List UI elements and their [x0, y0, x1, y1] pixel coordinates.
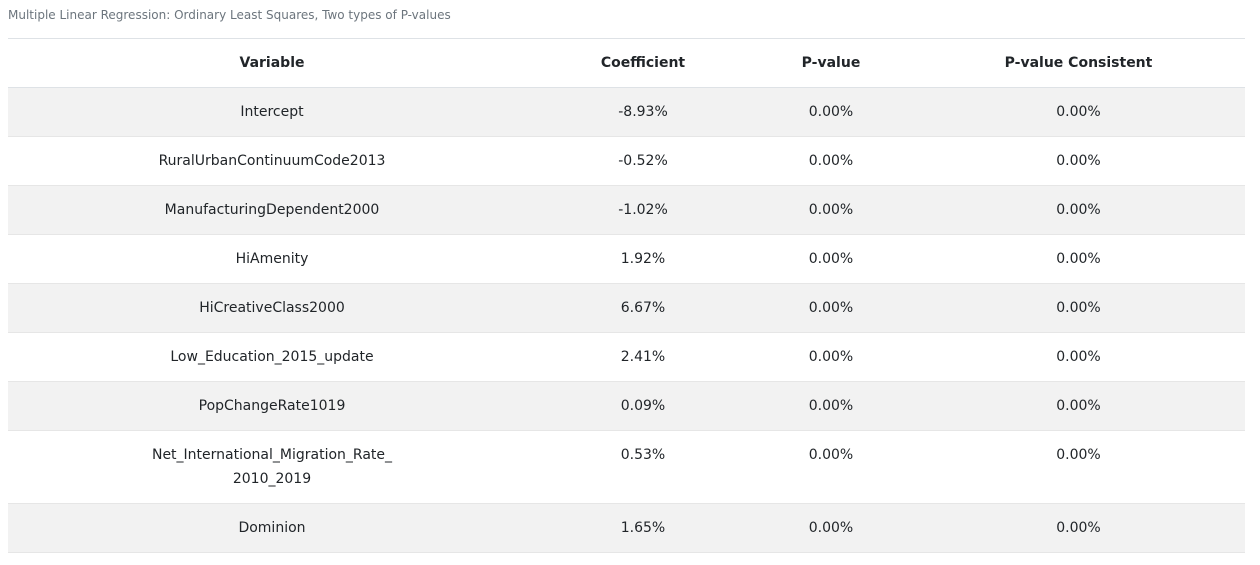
cell-text: 0.00%	[1056, 447, 1101, 463]
value-cell: 0.53%	[536, 430, 750, 504]
variable-cell: RuralUrbanContinuumCode2013	[8, 136, 536, 186]
value-cell: 0.00%	[750, 503, 912, 553]
cell-text: 0.00%	[808, 104, 854, 120]
value-cell: 0.09%	[536, 381, 750, 431]
cell-text: 0.09%	[620, 398, 666, 414]
cell-text: -8.93%	[618, 104, 668, 120]
table-row: RuralUrbanContinuumCode2013 -0.52% 0.00% 0.…	[8, 136, 1245, 186]
value-cell: 0.00%	[912, 136, 1245, 186]
cell-text: -0.52%	[618, 153, 668, 169]
cell-text: 0.00%	[1056, 104, 1101, 120]
cell-text: 1.92%	[620, 251, 666, 267]
table-row: Low_Education_2015_update 2.41% 0.00% 0.00%	[8, 332, 1245, 382]
value-cell: 0.00%	[750, 136, 912, 186]
cell-text: 0.00%	[1056, 251, 1101, 267]
value-cell: 0.00%	[912, 332, 1245, 382]
value-cell: 2.41%	[536, 332, 750, 382]
regression-table: Variable Coefficient P-value P-value Consis…	[8, 38, 1245, 553]
cell-text: 0.00%	[808, 153, 854, 169]
variable-cell: Net_International_Migration_Rate_2010_20…	[8, 430, 536, 504]
cell-text: 0.00%	[808, 202, 854, 218]
value-cell: 0.00%	[912, 503, 1245, 553]
value-cell: 6.67%	[536, 283, 750, 333]
cell-text: HiAmenity	[235, 251, 309, 267]
value-cell: 0.00%	[750, 332, 912, 382]
cell-text: 0.00%	[808, 251, 854, 267]
cell-text: 0.53%	[620, 447, 666, 463]
variable-cell: ManufacturingDependent2000	[8, 185, 536, 235]
table-body: Intercept -8.93% 0.00% 0.00% RuralUrbanConti…	[8, 87, 1245, 553]
cell-text: 0.00%	[808, 398, 854, 414]
cell-text: ManufacturingDependent2000	[164, 202, 380, 218]
cell-text: 0.00%	[1056, 153, 1101, 169]
column-header: Variable	[8, 38, 536, 88]
table-row: HiAmenity 1.92% 0.00% 0.00%	[8, 234, 1245, 284]
table-row: Intercept -8.93% 0.00% 0.00%	[8, 87, 1245, 137]
value-cell: 0.00%	[750, 185, 912, 235]
cell-text: Low_Education_2015_update	[170, 349, 374, 365]
table-row: PopChangeRate1019 0.09% 0.00% 0.00%	[8, 381, 1245, 431]
variable-cell: Intercept	[8, 87, 536, 137]
value-cell: 0.00%	[750, 283, 912, 333]
value-cell: 0.00%	[912, 430, 1245, 504]
table-row: ManufacturingDependent2000 -1.02% 0.00% 0.0…	[8, 185, 1245, 235]
value-cell: 0.00%	[750, 87, 912, 137]
table-row: Dominion 1.65% 0.00% 0.00%	[8, 503, 1245, 553]
cell-text: Net_International_Migration_Rate_2010_20…	[151, 447, 393, 487]
table-row: HiCreativeClass2000 6.67% 0.00% 0.00%	[8, 283, 1245, 333]
column-header: Coefficient	[536, 38, 750, 88]
value-cell: -8.93%	[536, 87, 750, 137]
cell-text: Intercept	[240, 104, 304, 120]
value-cell: -1.02%	[536, 185, 750, 235]
cell-text: 0.00%	[808, 447, 854, 463]
column-header: P-value Consistent	[912, 38, 1245, 88]
column-header: P-value	[750, 38, 912, 88]
value-cell: 0.00%	[750, 234, 912, 284]
cell-text: 0.00%	[1056, 300, 1101, 316]
value-cell: 0.00%	[912, 185, 1245, 235]
table-row: Net_International_Migration_Rate_2010_20…	[8, 430, 1245, 504]
value-cell: 0.00%	[912, 381, 1245, 431]
value-cell: 1.65%	[536, 503, 750, 553]
cell-text: 0.00%	[1056, 520, 1101, 536]
variable-cell: HiAmenity	[8, 234, 536, 284]
header-row: Variable Coefficient P-value P-value Consis…	[8, 38, 1245, 88]
cell-text: 0.00%	[1056, 398, 1101, 414]
variable-cell: HiCreativeClass2000	[8, 283, 536, 333]
variable-cell: PopChangeRate1019	[8, 381, 536, 431]
value-cell: 0.00%	[912, 283, 1245, 333]
cell-text: RuralUrbanContinuumCode2013	[158, 153, 386, 169]
cell-text: 0.00%	[808, 300, 854, 316]
value-cell: 0.00%	[912, 234, 1245, 284]
value-cell: 0.00%	[750, 381, 912, 431]
value-cell: 0.00%	[912, 87, 1245, 137]
value-cell: 0.00%	[750, 430, 912, 504]
cell-text: 0.00%	[1056, 202, 1101, 218]
cell-text: -1.02%	[618, 202, 668, 218]
table-header: Variable Coefficient P-value P-value Consis…	[8, 38, 1245, 88]
variable-cell: Dominion	[8, 503, 536, 553]
cell-text: PopChangeRate1019	[198, 398, 346, 414]
cell-text: 0.00%	[808, 349, 854, 365]
cell-text: 2.41%	[620, 349, 666, 365]
table-caption: Multiple Linear Regression: Ordinary Lea…	[8, 8, 451, 22]
cell-text: 1.65%	[620, 520, 666, 536]
value-cell: -0.52%	[536, 136, 750, 186]
cell-text: 0.00%	[1056, 349, 1101, 365]
value-cell: 1.92%	[536, 234, 750, 284]
cell-text: 6.67%	[620, 300, 666, 316]
cell-text: 0.00%	[808, 520, 854, 536]
variable-cell: Low_Education_2015_update	[8, 332, 536, 382]
cell-text: Dominion	[238, 520, 306, 536]
cell-text: HiCreativeClass2000	[199, 300, 345, 316]
